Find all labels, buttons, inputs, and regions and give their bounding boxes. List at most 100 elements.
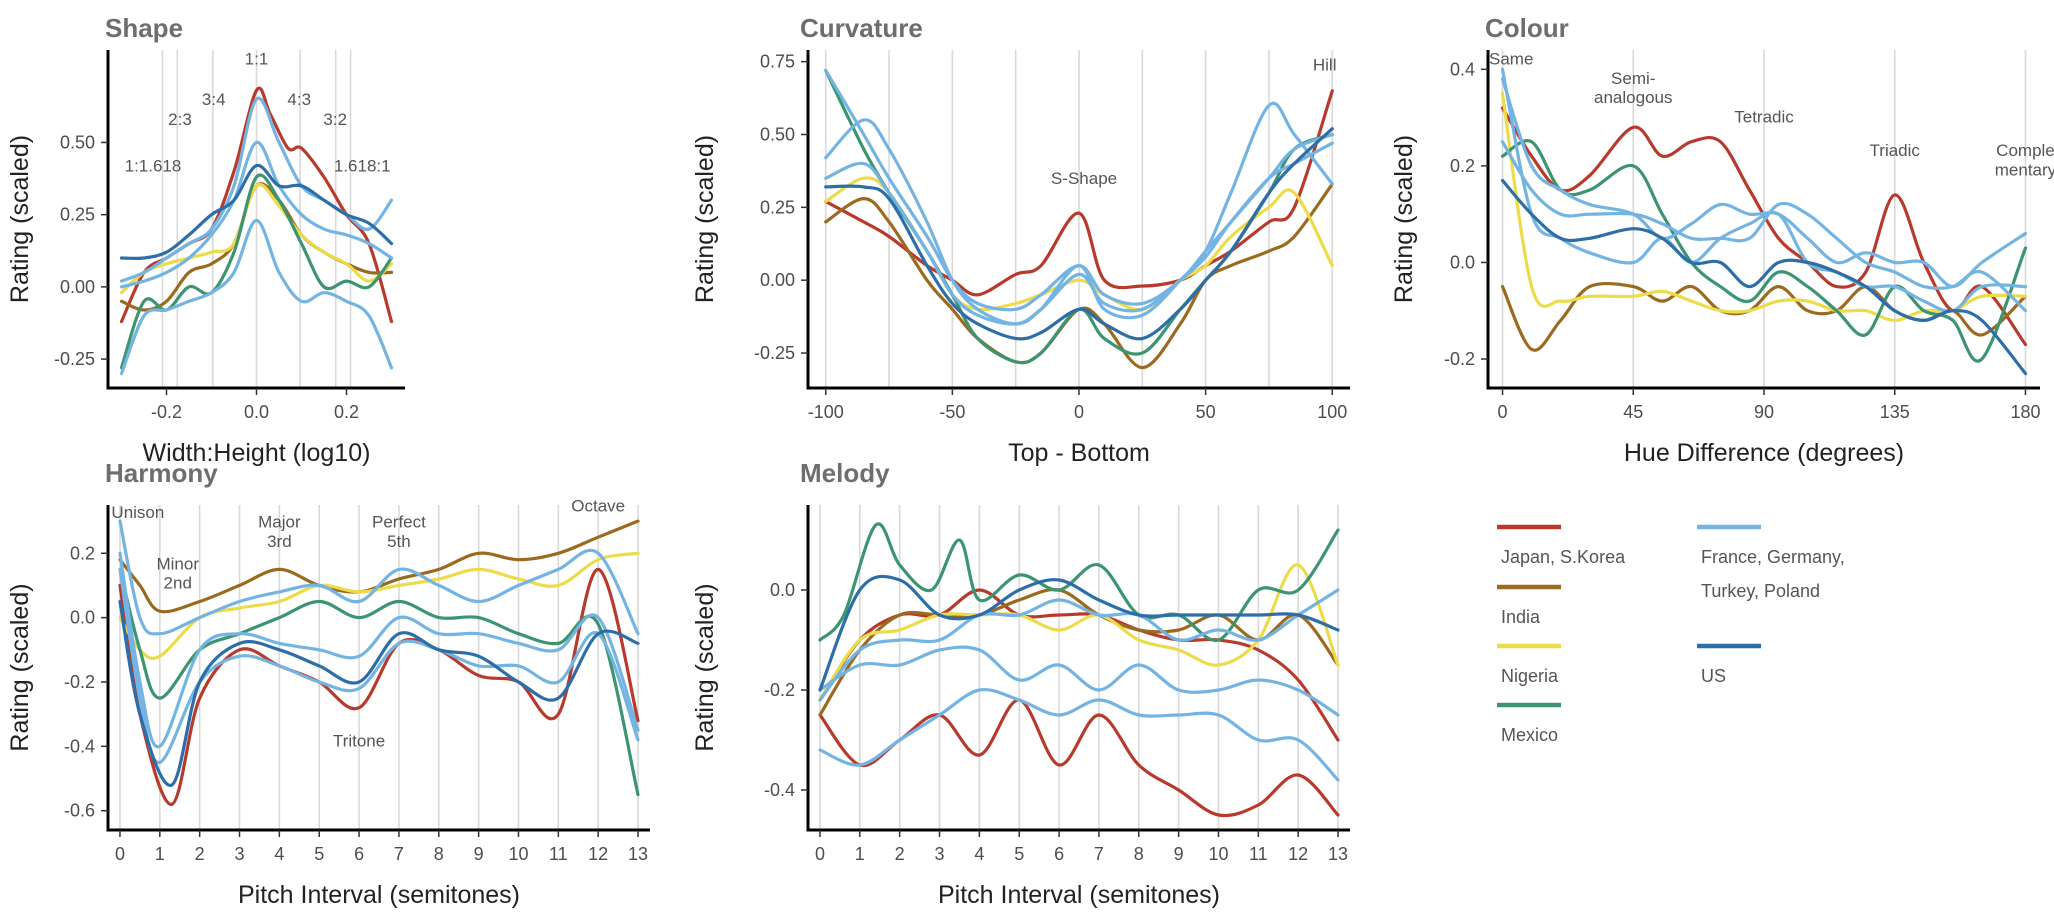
x-tick-label: 1 — [855, 844, 865, 864]
y-axis-label: Rating (scaled) — [1390, 135, 1418, 303]
y-tick-label: 0.50 — [60, 132, 95, 152]
annotation-label: 1:1.618 — [125, 156, 182, 175]
series-line — [118, 519, 640, 636]
y-tick-label: 0.2 — [70, 543, 95, 563]
y-tick-label: 0.75 — [760, 52, 795, 72]
y-tick-label: 0.00 — [760, 270, 795, 290]
x-tick-label: 12 — [588, 844, 608, 864]
legend-label: India — [1501, 607, 1541, 627]
y-tick-label: -0.2 — [64, 672, 95, 692]
series-line — [824, 68, 1334, 312]
annotation-label: 2:3 — [168, 110, 192, 129]
annotation-label: Octave — [571, 496, 625, 515]
annotation-label: Major — [258, 513, 301, 532]
y-tick-label: 0.00 — [60, 277, 95, 297]
annotation-label: Hill — [1313, 55, 1337, 74]
y-tick-label: -0.2 — [1444, 349, 1475, 369]
annotation-label: 1:1 — [245, 49, 269, 68]
x-tick-label: 6 — [1054, 844, 1064, 864]
x-tick-label: 10 — [508, 844, 528, 864]
legend-label: Mexico — [1501, 725, 1558, 745]
y-tick-label: -0.6 — [64, 801, 95, 821]
x-tick-label: 11 — [1249, 844, 1268, 864]
series-line — [119, 218, 394, 376]
x-tick-label: 7 — [394, 844, 404, 864]
x-tick-label: 5 — [1014, 844, 1024, 864]
x-tick-label: 0 — [815, 844, 825, 864]
legend: Japan, S.Korea India Nigeria Mexico France, … — [1497, 524, 1845, 745]
legend-label-line2: Turkey, Poland — [1701, 581, 1820, 601]
annotation-label: 2nd — [164, 574, 192, 593]
x-tick-label: 12 — [1288, 844, 1308, 864]
annotation-label: Semi- — [1611, 69, 1655, 88]
x-tick-label: 135 — [1880, 402, 1910, 422]
panel-colour: Colour 0 45 90 135 180 -0.2 0.0 0.2 0.4 Hue Differ… — [1390, 13, 2054, 467]
x-tick-label: 3 — [935, 844, 945, 864]
annotation-label: analogous — [1594, 88, 1672, 107]
x-axis-label: Pitch Interval (semitones) — [938, 881, 1220, 909]
y-tick-label: 0.25 — [60, 205, 95, 225]
x-tick-label: 2 — [895, 844, 905, 864]
y-axis-label: Rating (scaled) — [691, 583, 719, 751]
x-tick-label: 8 — [1134, 844, 1144, 864]
series-line — [118, 567, 640, 797]
panel-title: Harmony — [105, 458, 218, 488]
series-line — [1500, 106, 2028, 347]
x-tick-label: 9 — [1174, 844, 1184, 864]
annotation-label: S-Shape — [1051, 169, 1117, 188]
x-tick-label: 50 — [1196, 402, 1216, 422]
y-axis-label: Rating (scaled) — [691, 135, 719, 303]
series-line — [1500, 67, 2028, 313]
series-line — [818, 645, 1340, 717]
y-tick-label: 0.2 — [1450, 156, 1475, 176]
y-tick-label: 0.0 — [770, 580, 795, 600]
annotation-label: Minor — [156, 554, 199, 573]
panel-title: Colour — [1485, 13, 1569, 43]
y-tick-label: -0.4 — [764, 780, 795, 800]
x-tick-label: 0.2 — [334, 402, 359, 422]
series-line — [118, 567, 640, 806]
series-line — [119, 140, 394, 289]
series-line — [119, 163, 394, 261]
x-tick-label: 10 — [1208, 844, 1228, 864]
x-tick-label: -50 — [939, 402, 965, 422]
x-axis-label: Top - Bottom — [1008, 439, 1150, 467]
y-tick-label: -0.25 — [54, 349, 95, 369]
legend-label: France, Germany, — [1701, 547, 1845, 567]
y-tick-label: 0.25 — [760, 197, 795, 217]
x-tick-label: 0 — [1074, 402, 1084, 422]
annotation-label: 3:4 — [202, 90, 226, 109]
x-tick-label: 11 — [549, 844, 568, 864]
x-tick-label: 0 — [1498, 402, 1508, 422]
panel-title: Melody — [800, 458, 890, 488]
x-tick-label: 4 — [274, 844, 284, 864]
series-line — [818, 687, 1340, 782]
x-tick-label: 3 — [235, 844, 245, 864]
y-tick-label: 0.0 — [1450, 252, 1475, 272]
x-tick-label: 7 — [1094, 844, 1104, 864]
panel-shape: Shape -0.2 0.0 0.2 -0.25 0.00 0.25 0.50 Width:He… — [6, 13, 405, 467]
series-line — [1500, 178, 2028, 376]
series-line — [118, 551, 640, 749]
y-tick-label: -0.25 — [754, 343, 795, 363]
x-tick-label: 9 — [474, 844, 484, 864]
series-line — [824, 89, 1334, 297]
panel-title: Shape — [105, 13, 183, 43]
x-axis-label: Width:Height (log10) — [143, 439, 371, 467]
annotation-label: Unison — [111, 503, 164, 522]
x-tick-label: 2 — [195, 844, 205, 864]
x-tick-label: 0 — [115, 844, 125, 864]
x-tick-label: 90 — [1754, 402, 1774, 422]
series-line — [1500, 140, 2028, 313]
x-tick-label: 5 — [314, 844, 324, 864]
y-tick-label: 0.0 — [70, 608, 95, 628]
x-tick-label: 180 — [2010, 402, 2040, 422]
series-line — [818, 588, 1340, 702]
x-tick-label: 1 — [155, 844, 165, 864]
series-line — [818, 563, 1340, 702]
y-tick-label: -0.4 — [64, 736, 95, 756]
series-line — [118, 551, 640, 660]
